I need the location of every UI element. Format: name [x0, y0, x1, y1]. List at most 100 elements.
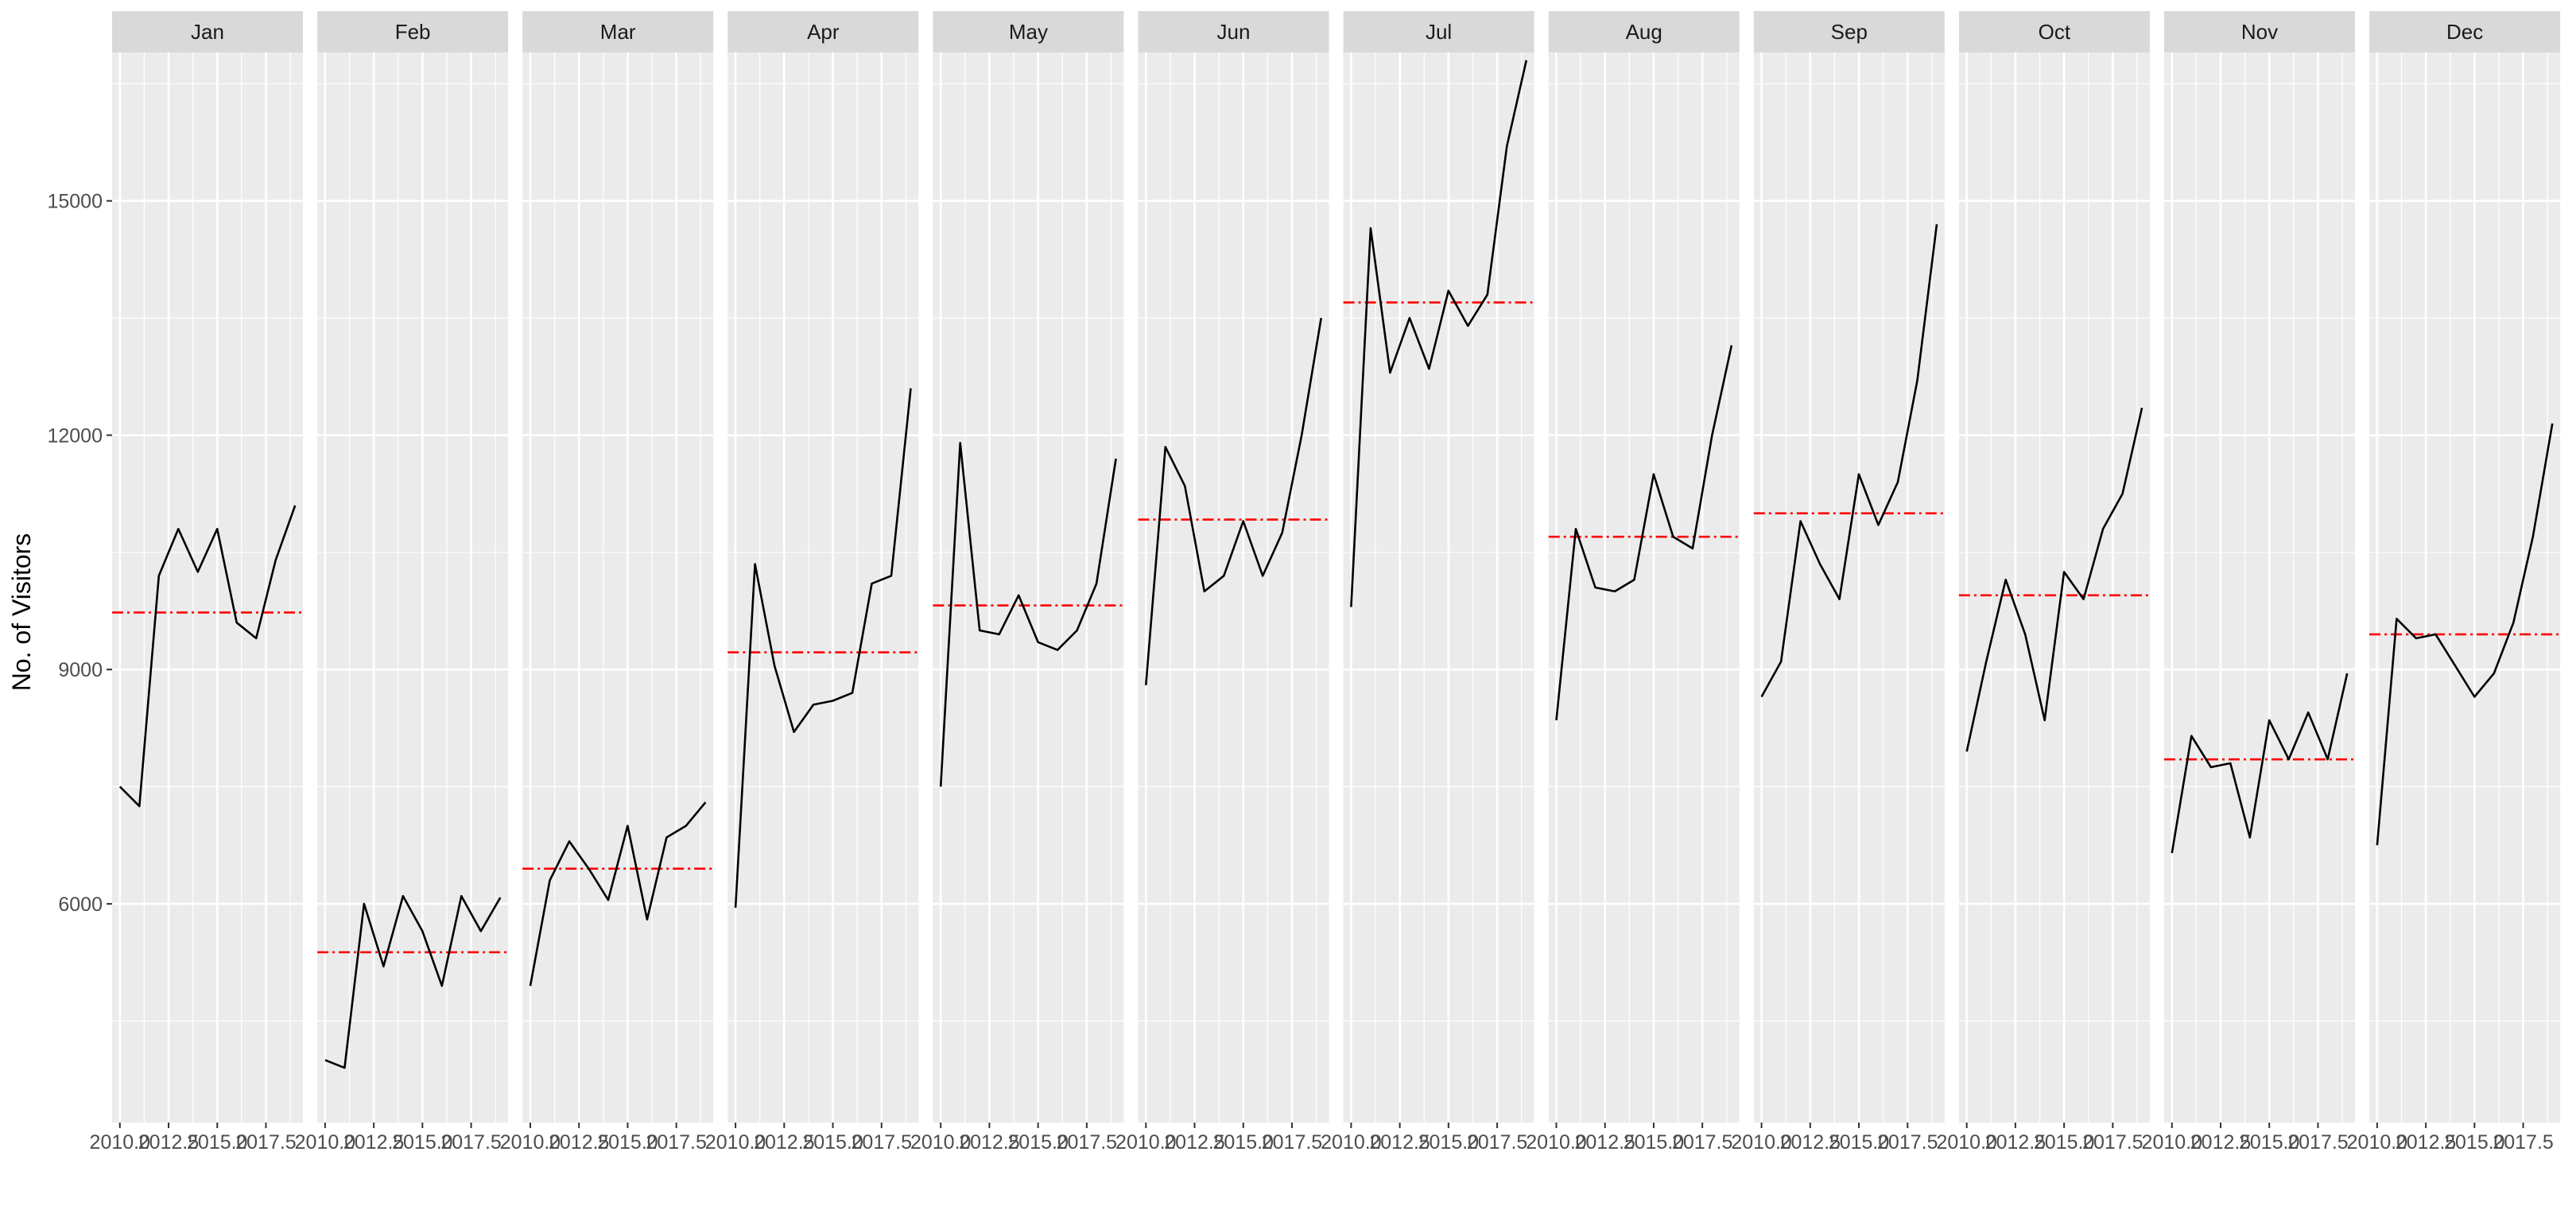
series-line [529, 801, 707, 987]
panel-background [2164, 52, 2355, 1123]
facet-strip-label: Jul [1426, 20, 1452, 44]
facet-strip [1138, 11, 1329, 52]
series-line [2376, 423, 2554, 846]
x-tick-label: 2012.5 [549, 1131, 609, 1154]
series-line [1965, 407, 2143, 752]
panel-background [727, 52, 919, 1123]
series-line [1145, 317, 1322, 685]
x-tick-label: 2017.5 [1262, 1131, 1322, 1154]
x-tick-label: 2012.5 [2396, 1131, 2456, 1154]
x-tick-label: 2010.0 [910, 1131, 971, 1154]
x-tick-label: 2010.0 [1936, 1131, 1996, 1154]
facet-strip-label: Oct [2039, 20, 2071, 44]
x-tick-label: 2015.0 [1624, 1131, 1684, 1154]
x-tick-label: 2015.0 [392, 1131, 452, 1154]
x-tick-label: 2012.5 [2190, 1131, 2251, 1154]
facet-strip [2369, 11, 2561, 52]
x-tick-label: 2010.0 [500, 1131, 561, 1154]
x-tick-label: 2010.0 [1321, 1131, 1381, 1154]
series-line [939, 441, 1117, 787]
x-tick-label: 2010.0 [1526, 1131, 1586, 1154]
x-tick-label: 2015.0 [2239, 1131, 2299, 1154]
x-tick-label: 2015.0 [1418, 1131, 1479, 1154]
x-tick-label: 2010.0 [2142, 1131, 2202, 1154]
x-tick-label: 2017.5 [1672, 1131, 1732, 1154]
series-line [1555, 345, 1733, 721]
x-tick-label: 2012.5 [1985, 1131, 2046, 1154]
x-tick-label: 2017.5 [440, 1131, 501, 1154]
x-tick-label: 2015.0 [1213, 1131, 1274, 1154]
x-tick-label: 2012.5 [1574, 1131, 1635, 1154]
x-tick-label: 2010.0 [1115, 1131, 1176, 1154]
y-axis-title: No. of Visitors [7, 533, 36, 692]
series-line [1350, 60, 1528, 607]
facet-strip [317, 11, 509, 52]
y-tick-label: 12000 [47, 425, 103, 447]
x-tick-label: 2012.5 [343, 1131, 404, 1154]
panel-background [2369, 52, 2561, 1123]
x-tick-label: 2017.5 [646, 1131, 706, 1154]
x-tick-label: 2017.5 [1877, 1131, 1938, 1154]
panel-background [1138, 52, 1329, 1123]
facet-strip [2164, 11, 2355, 52]
series-line [2171, 673, 2349, 854]
facet-strip [1343, 11, 1534, 52]
x-tick-label: 2012.5 [959, 1131, 1019, 1154]
facet-strip [1753, 11, 1945, 52]
panel-background [1958, 52, 2150, 1123]
facet-strip-label: Dec [2446, 20, 2483, 44]
x-tick-label: 2017.5 [1057, 1131, 1117, 1154]
y-tick-label: 15000 [47, 191, 103, 213]
panel-background [522, 52, 714, 1123]
x-tick-label: 2012.5 [138, 1131, 199, 1154]
x-tick-label: 2015.0 [597, 1131, 658, 1154]
facet-strip-label: May [1009, 20, 1048, 44]
facet-strip-label: Mar [600, 20, 636, 44]
series-line [324, 894, 502, 1069]
x-tick-label: 2017.5 [852, 1131, 912, 1154]
x-tick-label: 2010.0 [2347, 1131, 2407, 1154]
facet-strip-label: Apr [807, 20, 840, 44]
facets-layer: 600090001200015000Jan2010.02012.52015.02… [47, 11, 2561, 1154]
x-tick-label: 2015.0 [1829, 1131, 1889, 1154]
x-tick-label: 2012.5 [1780, 1131, 1841, 1154]
x-tick-label: 2017.5 [2287, 1131, 2348, 1154]
x-tick-label: 2010.0 [295, 1131, 355, 1154]
panel-background [1753, 52, 1945, 1123]
x-tick-label: 2010.0 [1731, 1131, 1791, 1154]
x-tick-label: 2015.0 [187, 1131, 247, 1154]
x-tick-label: 2012.5 [1369, 1131, 1430, 1154]
facet-strip-label: Feb [395, 20, 431, 44]
facet-strip-label: Aug [1626, 20, 1662, 44]
x-tick-label: 2017.5 [2082, 1131, 2143, 1154]
x-tick-label: 2017.5 [235, 1131, 296, 1154]
x-tick-label: 2015.0 [802, 1131, 863, 1154]
panel-background [317, 52, 509, 1123]
y-tick-label: 6000 [58, 894, 103, 916]
x-tick-label: 2012.5 [1164, 1131, 1224, 1154]
facet-strip-label: Nov [2241, 20, 2278, 44]
x-tick-label: 2015.0 [2034, 1131, 2094, 1154]
facet-strip [1548, 11, 1740, 52]
series-line [1760, 223, 1938, 698]
panel-background [1343, 52, 1534, 1123]
x-tick-label: 2010.0 [90, 1131, 150, 1154]
facet-strip-label: Jan [191, 20, 224, 44]
y-axis: 6000 9000 12000 15000 [47, 191, 112, 916]
x-tick-label: 2010.0 [705, 1131, 766, 1154]
facet-strip-label: Sep [1831, 20, 1868, 44]
facet-strip [933, 11, 1124, 52]
